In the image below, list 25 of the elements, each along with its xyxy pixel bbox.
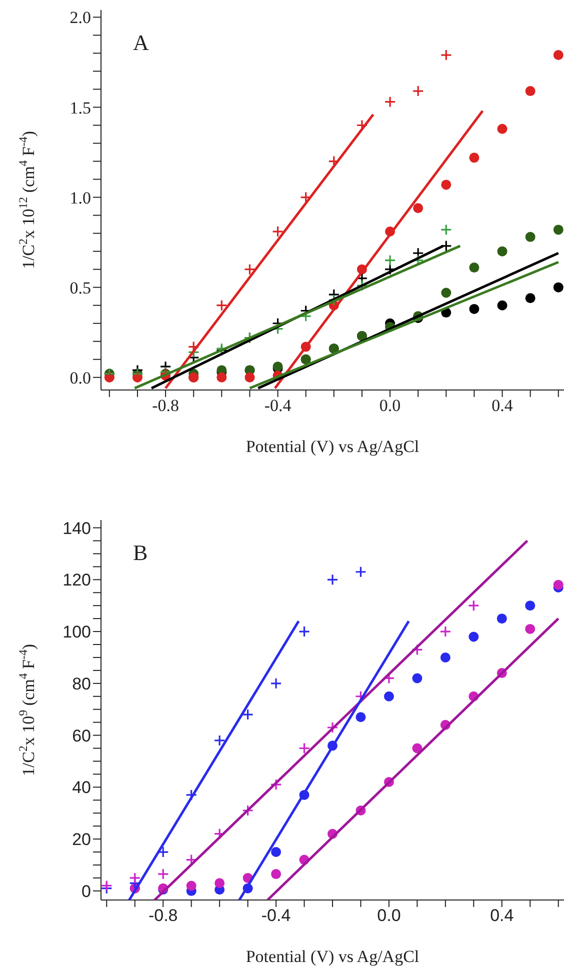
y-tick-label: 40: [72, 778, 91, 798]
x-tick-label: 0.4: [492, 396, 514, 416]
x-axis-title: Potential (V) vs Ag/AgCl: [246, 947, 420, 966]
x-tick-label: 0.4: [490, 906, 514, 926]
y-tick-label: 0: [82, 882, 91, 901]
annotation: B: [133, 540, 148, 565]
x-tick-label: 0.0: [379, 396, 401, 416]
x-axis-title: Potential (V) vs Ag/AgCl: [246, 437, 420, 456]
x-tick-label: 0.0: [377, 906, 401, 926]
y-tick-label: 120: [62, 570, 91, 590]
y-tick-label: 0.5: [70, 278, 91, 298]
y-tick-label: 1.0: [70, 188, 91, 208]
y-tick-label: 2.0: [70, 8, 91, 28]
y-tick-label: 20: [72, 830, 91, 850]
x-tick-label: -0.8: [152, 396, 179, 416]
y-tick-label: 1.5: [70, 98, 91, 118]
x-tick-label: -0.8: [148, 906, 178, 926]
y-tick-label: 60: [72, 726, 91, 746]
y-tick-label: 100: [62, 622, 91, 642]
y-tick-label: 140: [62, 518, 91, 538]
x-tick-label: -0.4: [261, 906, 291, 926]
annotation: A: [133, 30, 149, 55]
x-tick-label: -0.4: [264, 396, 292, 416]
y-tick-label: 80: [72, 674, 91, 694]
y-tick-label: 0.0: [70, 368, 91, 388]
